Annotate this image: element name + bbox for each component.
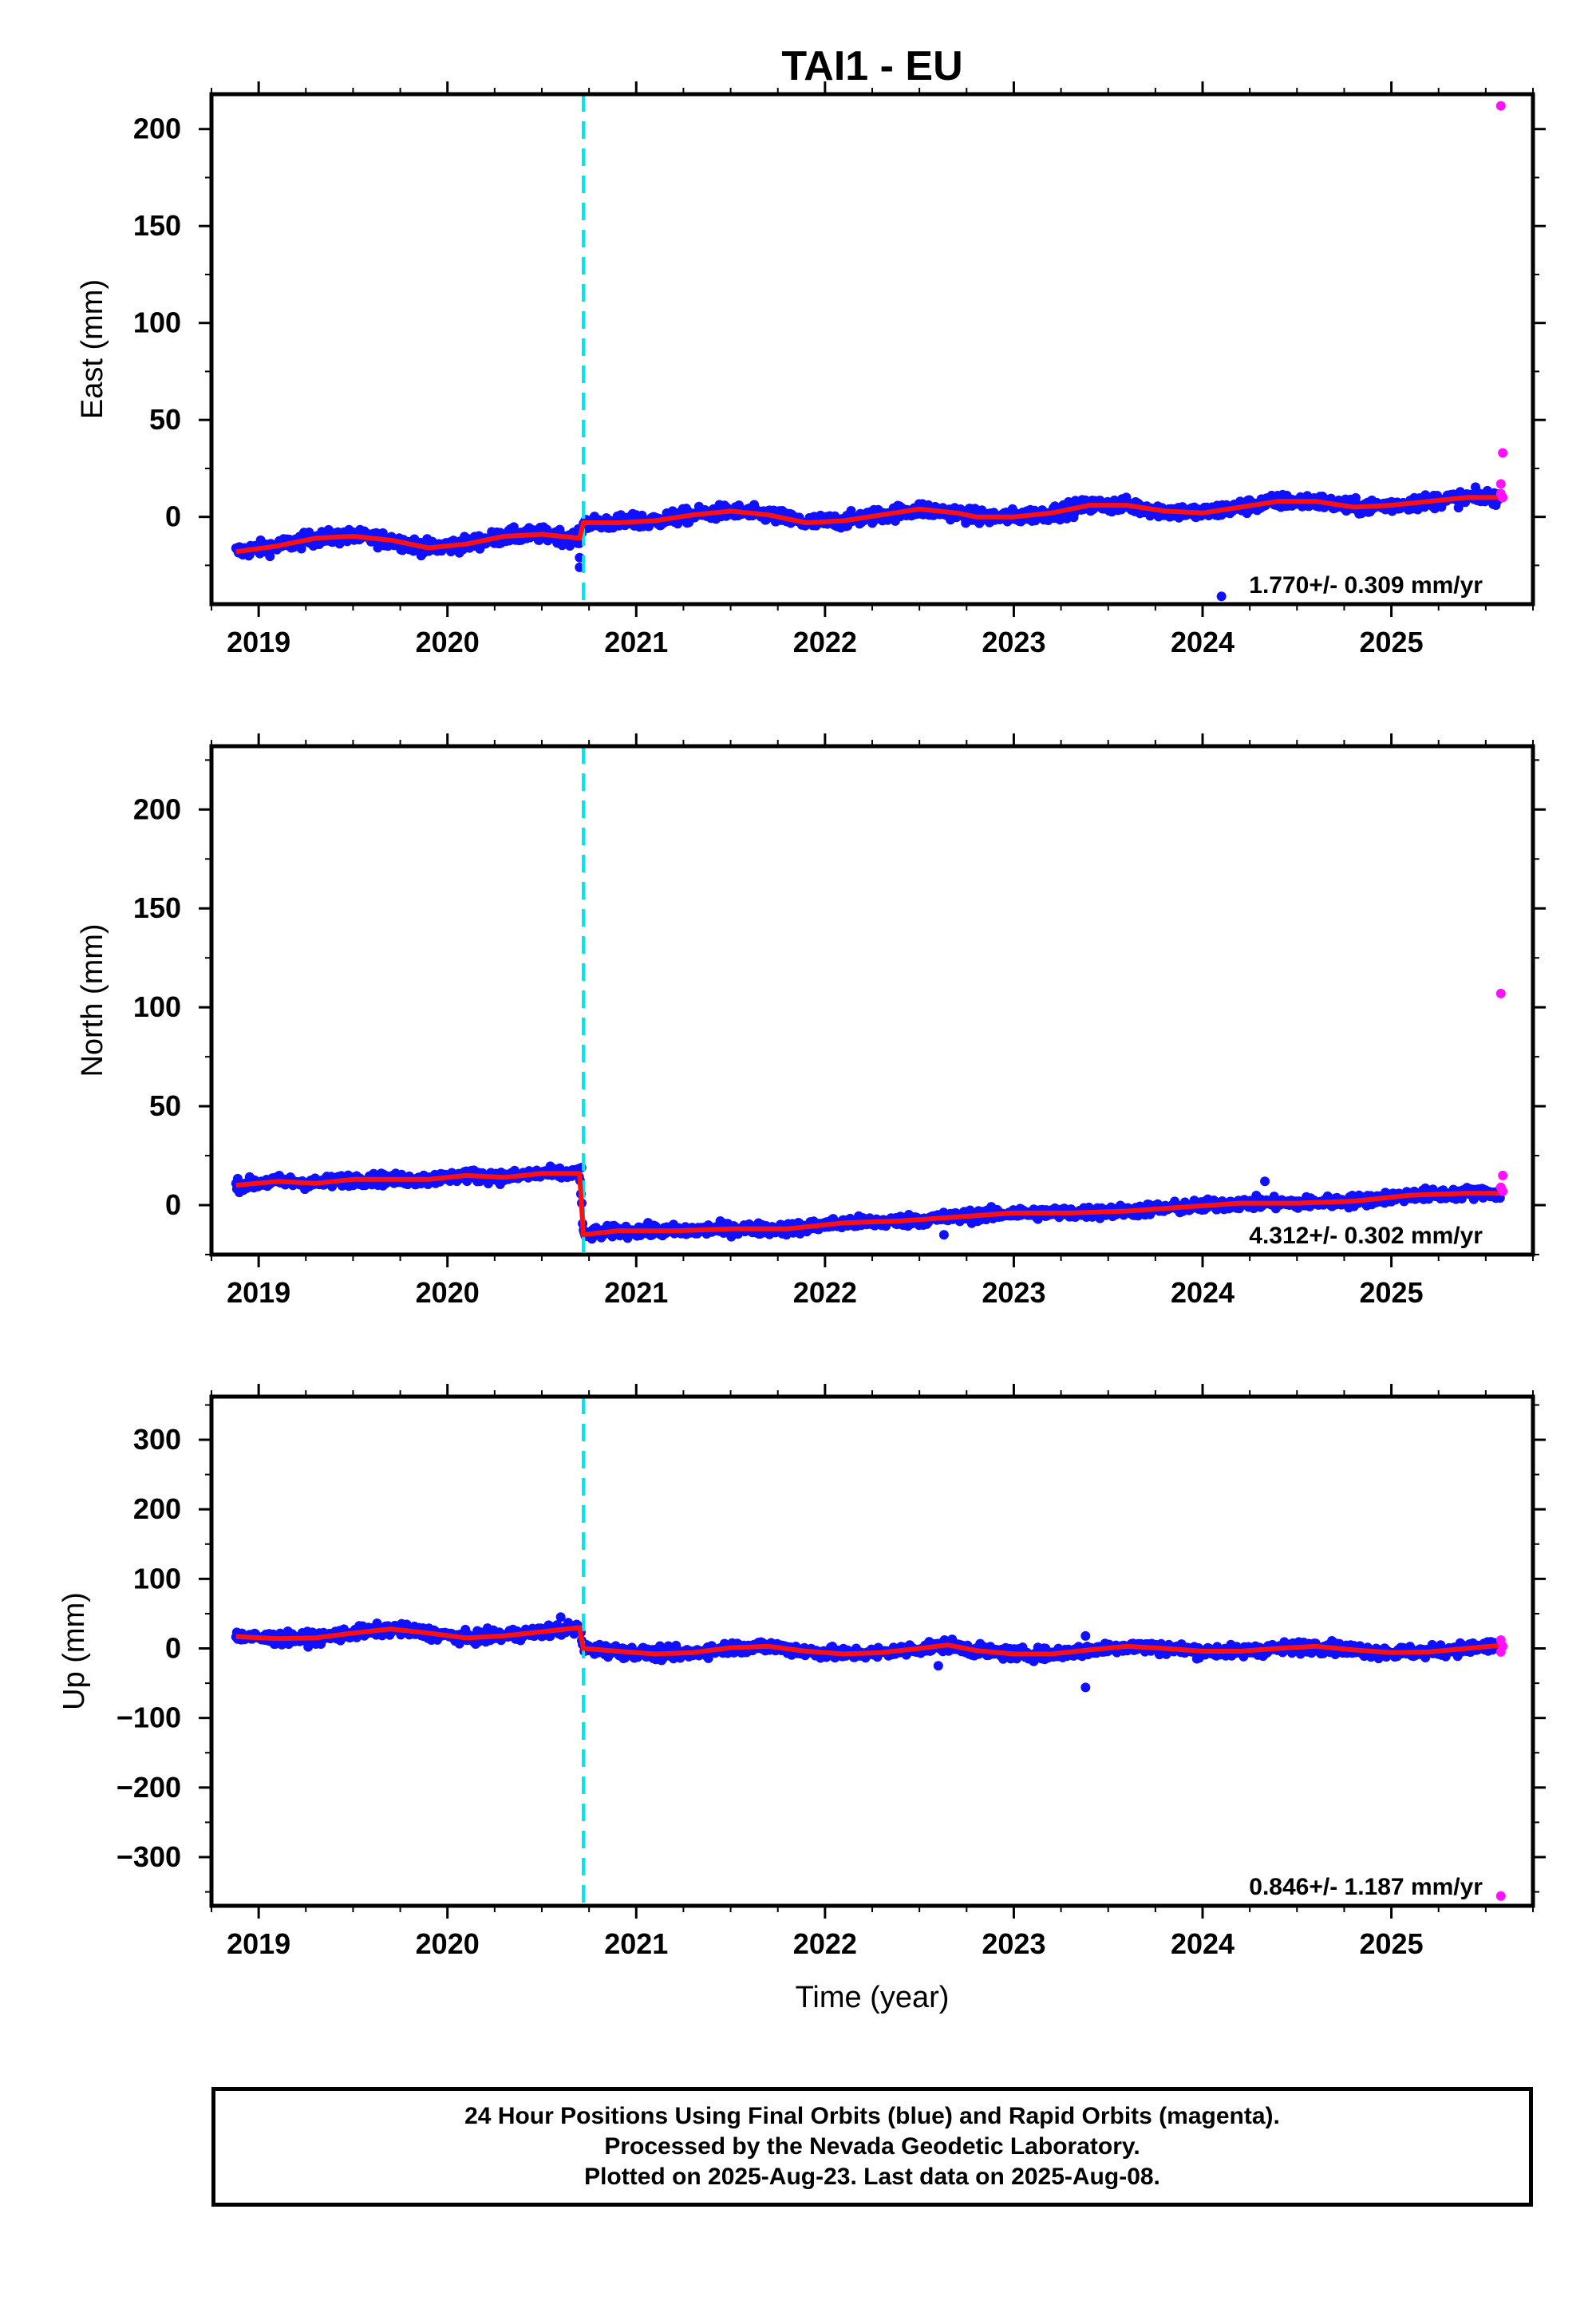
y-tick-label: 0 [165, 1188, 181, 1221]
x-tick-label: 2020 [416, 1927, 480, 1960]
rapid-orbit-point [1498, 1186, 1508, 1196]
x-tick-label: 2024 [1171, 626, 1235, 658]
final-orbit-outlier [555, 1612, 566, 1622]
x-tick-label: 2019 [227, 1927, 290, 1960]
y-tick-label: −100 [117, 1701, 181, 1734]
x-tick-label: 2021 [604, 1927, 668, 1960]
plot-area [231, 94, 1508, 604]
model-fit-line [235, 1625, 1505, 1657]
rapid-orbit-point [1498, 492, 1508, 503]
model-fit-line [235, 1171, 1505, 1238]
y-axis-label: Up (mm) [57, 1592, 91, 1710]
footer-line-1: 24 Hour Positions Using Final Orbits (bl… [464, 2103, 1280, 2129]
final-orbit-outlier [1216, 591, 1227, 602]
velocity-rate-label: 4.312+/- 0.302 mm/yr [1249, 1223, 1483, 1249]
y-tick-label: 100 [133, 1562, 181, 1595]
x-tick-label: 2022 [793, 626, 857, 658]
y-tick-label: 0 [165, 1632, 181, 1665]
final-orbit-point [574, 538, 584, 548]
panel-frame [209, 92, 1535, 607]
panel-frame [209, 1394, 1535, 1908]
rapid-orbit-point [1498, 1170, 1508, 1180]
x-tick-label: 2021 [604, 1276, 668, 1309]
final-orbit-point [1269, 1192, 1279, 1202]
rapid-orbit-point [1498, 448, 1508, 458]
y-tick-label: 300 [133, 1423, 181, 1456]
y-axis-label: North (mm) [76, 923, 109, 1077]
x-tick-label: 2024 [1171, 1276, 1235, 1309]
rapid-orbit-points [1495, 101, 1508, 503]
y-tick-label: 50 [149, 403, 181, 436]
footer-caption-box: 24 Hour Positions Using Final Orbits (bl… [211, 2087, 1533, 2207]
x-tick-label: 2019 [227, 1276, 290, 1309]
plot-area [231, 1397, 1508, 1906]
final-orbit-outlier [1080, 1630, 1091, 1641]
y-tick-label: 150 [133, 209, 181, 242]
x-tick-label: 2021 [604, 626, 668, 658]
final-orbit-point [265, 551, 275, 562]
rapid-orbit-point [1495, 479, 1506, 489]
final-orbit-point [508, 522, 519, 532]
rapid-orbit-point [1495, 1891, 1506, 1901]
x-tick-label: 2020 [416, 626, 480, 658]
final-orbit-outlier [1260, 1176, 1270, 1187]
panel-frame [209, 744, 1535, 1257]
x-axis-label: Time (year) [796, 1981, 950, 2014]
x-tick-label: 2024 [1171, 1927, 1235, 1960]
east-panel: 2019 2020 2021 2022 2023 2024 2025 0 50 100 150 200… [76, 81, 1546, 658]
x-tick-label: 2022 [793, 1927, 857, 1960]
model-fit-line [235, 495, 1505, 555]
final-orbit-outlier [933, 1661, 943, 1671]
y-tick-label: −300 [117, 1840, 181, 1873]
y-tick-label: 200 [133, 1492, 181, 1525]
final-orbit-point [703, 1653, 713, 1663]
y-tick-label: 50 [149, 1089, 181, 1122]
up-panel: 2019 2020 2021 2022 2023 2024 2025 −300 −200 −100… [57, 1384, 1546, 1960]
y-tick-label: 200 [133, 113, 181, 145]
velocity-rate-label: 1.770+/- 0.309 mm/yr [1249, 572, 1483, 599]
rapid-orbit-point [1495, 1646, 1506, 1657]
x-tick-label: 2020 [416, 1276, 480, 1309]
x-tick-label: 2023 [982, 1927, 1045, 1960]
final-orbit-point [1453, 503, 1464, 513]
final-orbit-outlier [631, 510, 642, 520]
velocity-rate-label: 0.846+/- 1.187 mm/yr [1249, 1874, 1483, 1900]
y-tick-label: 200 [133, 792, 181, 825]
north-panel: 2019 2020 2021 2022 2023 2024 2025 0 50 100 150 200… [76, 733, 1546, 1309]
y-tick-label: 150 [133, 891, 181, 924]
x-tick-label: 2022 [793, 1276, 857, 1309]
plot-area [231, 746, 1508, 1255]
rapid-orbit-points [1495, 988, 1508, 1196]
y-tick-label: 0 [165, 500, 181, 533]
x-tick-label: 2023 [982, 626, 1045, 658]
y-tick-label: −200 [117, 1771, 181, 1804]
x-tick-label: 2025 [1360, 1276, 1424, 1309]
y-axis-label: East (mm) [76, 279, 109, 419]
x-tick-label: 2023 [982, 1276, 1045, 1309]
footer-line-2: Processed by the Nevada Geodetic Laborat… [604, 2133, 1140, 2160]
final-orbit-outlier [938, 1230, 949, 1240]
footer-line-3: Plotted on 2025-Aug-23. Last data on 202… [584, 2164, 1160, 2190]
final-orbit-outlier [1080, 1682, 1091, 1693]
x-tick-label: 2025 [1360, 1927, 1424, 1960]
y-tick-label: 100 [133, 306, 181, 339]
x-tick-label: 2019 [227, 626, 290, 658]
chart-title: TAI1 - EU [781, 43, 962, 89]
x-tick-label: 2025 [1360, 626, 1424, 658]
rapid-orbit-point [1495, 101, 1506, 111]
y-tick-label: 100 [133, 990, 181, 1023]
rapid-orbit-point [1495, 988, 1506, 998]
rapid-orbit-points [1495, 1635, 1508, 1901]
